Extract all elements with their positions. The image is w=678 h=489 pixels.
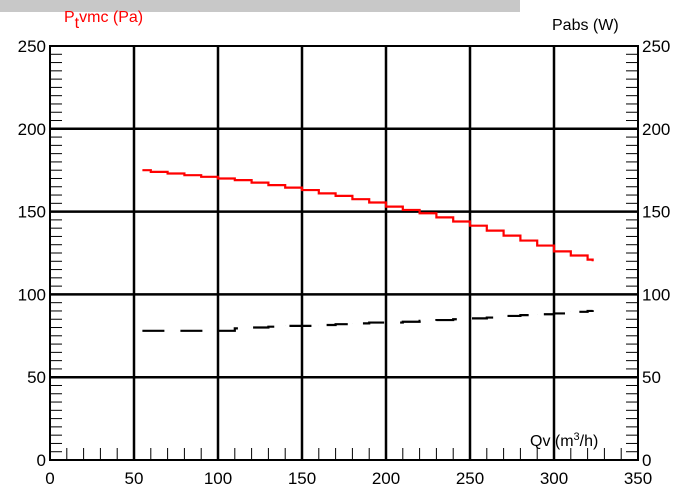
left-axis-title-sub: t bbox=[75, 15, 80, 32]
x-tick-label-200: 200 bbox=[372, 469, 400, 488]
right-tick-label-250: 250 bbox=[642, 37, 670, 56]
left-axis-title-rest: vmc (Pa) bbox=[79, 9, 143, 26]
left-tick-label-200: 200 bbox=[18, 120, 46, 139]
left-tick-label-50: 50 bbox=[27, 368, 46, 387]
left-tick-label-100: 100 bbox=[18, 285, 46, 304]
series-line-power bbox=[142, 309, 594, 332]
x-tick-label-0: 0 bbox=[45, 469, 54, 488]
x-tick-label-300: 300 bbox=[540, 469, 568, 488]
right-tick-label-0: 0 bbox=[642, 451, 651, 470]
x-axis-title: Qv (m3/h) bbox=[530, 431, 598, 450]
tick-labels: 0 50 100 150 200 250 300 3500501001502002500501… bbox=[18, 37, 671, 488]
x-tick-label-100: 100 bbox=[204, 469, 232, 488]
right-tick-label-100: 100 bbox=[642, 285, 670, 304]
x-tick-label-50: 50 bbox=[125, 469, 144, 488]
series-layer bbox=[142, 169, 594, 332]
right-axis-title: Pabs (W) bbox=[552, 17, 619, 34]
right-tick-label-150: 150 bbox=[642, 203, 670, 222]
series-line-pressure bbox=[142, 169, 594, 262]
right-tick-label-50: 50 bbox=[642, 368, 661, 387]
top-bar bbox=[0, 0, 520, 12]
left-tick-label-250: 250 bbox=[18, 37, 46, 56]
x-tick-label-150: 150 bbox=[288, 469, 316, 488]
left-axis-title: Ptvmc (Pa) bbox=[64, 9, 143, 32]
plot-frame bbox=[49, 45, 639, 461]
left-tick-label-0: 0 bbox=[37, 451, 46, 470]
left-axis-title-main: P bbox=[64, 9, 75, 26]
minor-ticks bbox=[50, 53, 638, 460]
left-tick-label-150: 150 bbox=[18, 203, 46, 222]
x-tick-label-250: 250 bbox=[456, 469, 484, 488]
x-tick-label-350: 350 bbox=[624, 469, 652, 488]
x-axis-title-rest: /h) bbox=[580, 433, 599, 450]
x-axis-title-sup: 3 bbox=[574, 431, 580, 443]
x-axis-title-main: Qv (m bbox=[530, 433, 574, 450]
grid bbox=[49, 45, 639, 461]
right-tick-label-200: 200 bbox=[642, 120, 670, 139]
